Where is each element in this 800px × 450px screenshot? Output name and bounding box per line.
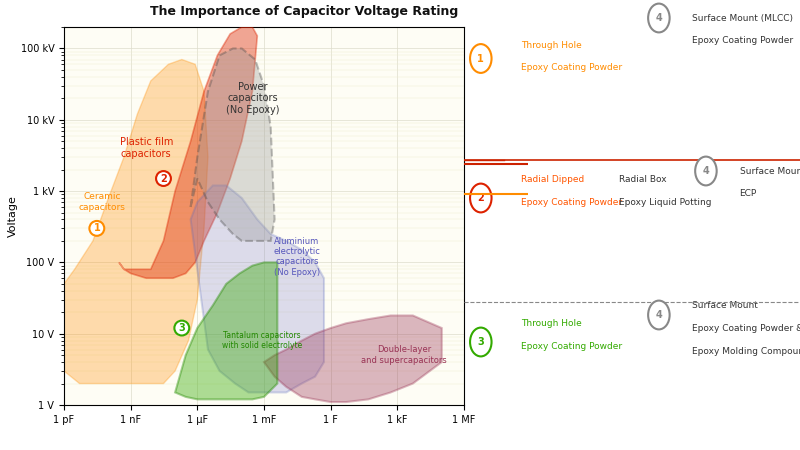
Text: Epoxy Coating Powder: Epoxy Coating Powder xyxy=(521,198,622,207)
Text: Aluminium
electrolytic
capacitors
(No Epoxy): Aluminium electrolytic capacitors (No Ep… xyxy=(274,237,320,277)
Text: 2: 2 xyxy=(478,193,484,203)
Text: Power
capacitors
(No Epoxy): Power capacitors (No Epoxy) xyxy=(226,82,279,115)
Text: 2: 2 xyxy=(160,174,167,184)
Text: Through Hole: Through Hole xyxy=(521,40,582,50)
Text: Radial Box: Radial Box xyxy=(618,176,666,184)
Text: Epoxy Molding Compound: Epoxy Molding Compound xyxy=(693,346,800,356)
Text: Surface Mount: Surface Mount xyxy=(739,166,800,176)
Text: 1: 1 xyxy=(478,54,484,63)
Polygon shape xyxy=(175,262,278,399)
Text: The Importance of Capacitor Voltage Rating: The Importance of Capacitor Voltage Rati… xyxy=(150,4,458,18)
Text: Epoxy Coating Powder: Epoxy Coating Powder xyxy=(521,63,622,72)
Polygon shape xyxy=(64,59,208,383)
Text: Through Hole: Through Hole xyxy=(521,320,582,328)
Text: Surface Mount: Surface Mount xyxy=(693,302,758,310)
Polygon shape xyxy=(264,315,442,402)
Text: Surface Mount (MLCC): Surface Mount (MLCC) xyxy=(693,14,794,22)
Text: 4: 4 xyxy=(655,310,662,320)
Polygon shape xyxy=(190,49,274,241)
Circle shape xyxy=(470,44,491,73)
Text: Epoxy Coating Powder &: Epoxy Coating Powder & xyxy=(693,324,800,333)
Text: ECP: ECP xyxy=(739,189,757,198)
Text: Plastic film
capacitors: Plastic film capacitors xyxy=(119,137,173,159)
Text: Radial Dipped: Radial Dipped xyxy=(521,176,584,184)
Y-axis label: Voltage: Voltage xyxy=(8,195,18,237)
Text: 3: 3 xyxy=(478,337,484,347)
Circle shape xyxy=(470,328,491,356)
Text: Epoxy Coating Powder: Epoxy Coating Powder xyxy=(693,36,794,45)
Text: Double-layer
and supercapacitors: Double-layer and supercapacitors xyxy=(361,346,447,365)
Text: Epoxy Coating Powder: Epoxy Coating Powder xyxy=(521,342,622,351)
Text: Tantalum capacitors
with solid electrolyte: Tantalum capacitors with solid electroly… xyxy=(222,331,302,350)
Polygon shape xyxy=(119,27,258,278)
Text: 4: 4 xyxy=(655,13,662,23)
Text: 1: 1 xyxy=(94,223,100,234)
Circle shape xyxy=(648,4,670,32)
Circle shape xyxy=(695,157,717,185)
Text: Epoxy Liquid Potting: Epoxy Liquid Potting xyxy=(618,198,711,207)
Circle shape xyxy=(648,301,670,329)
Text: 4: 4 xyxy=(702,166,710,176)
Text: Ceramic
capacitors: Ceramic capacitors xyxy=(78,193,125,212)
Polygon shape xyxy=(190,185,324,392)
Circle shape xyxy=(470,184,491,212)
Text: 3: 3 xyxy=(178,323,185,333)
